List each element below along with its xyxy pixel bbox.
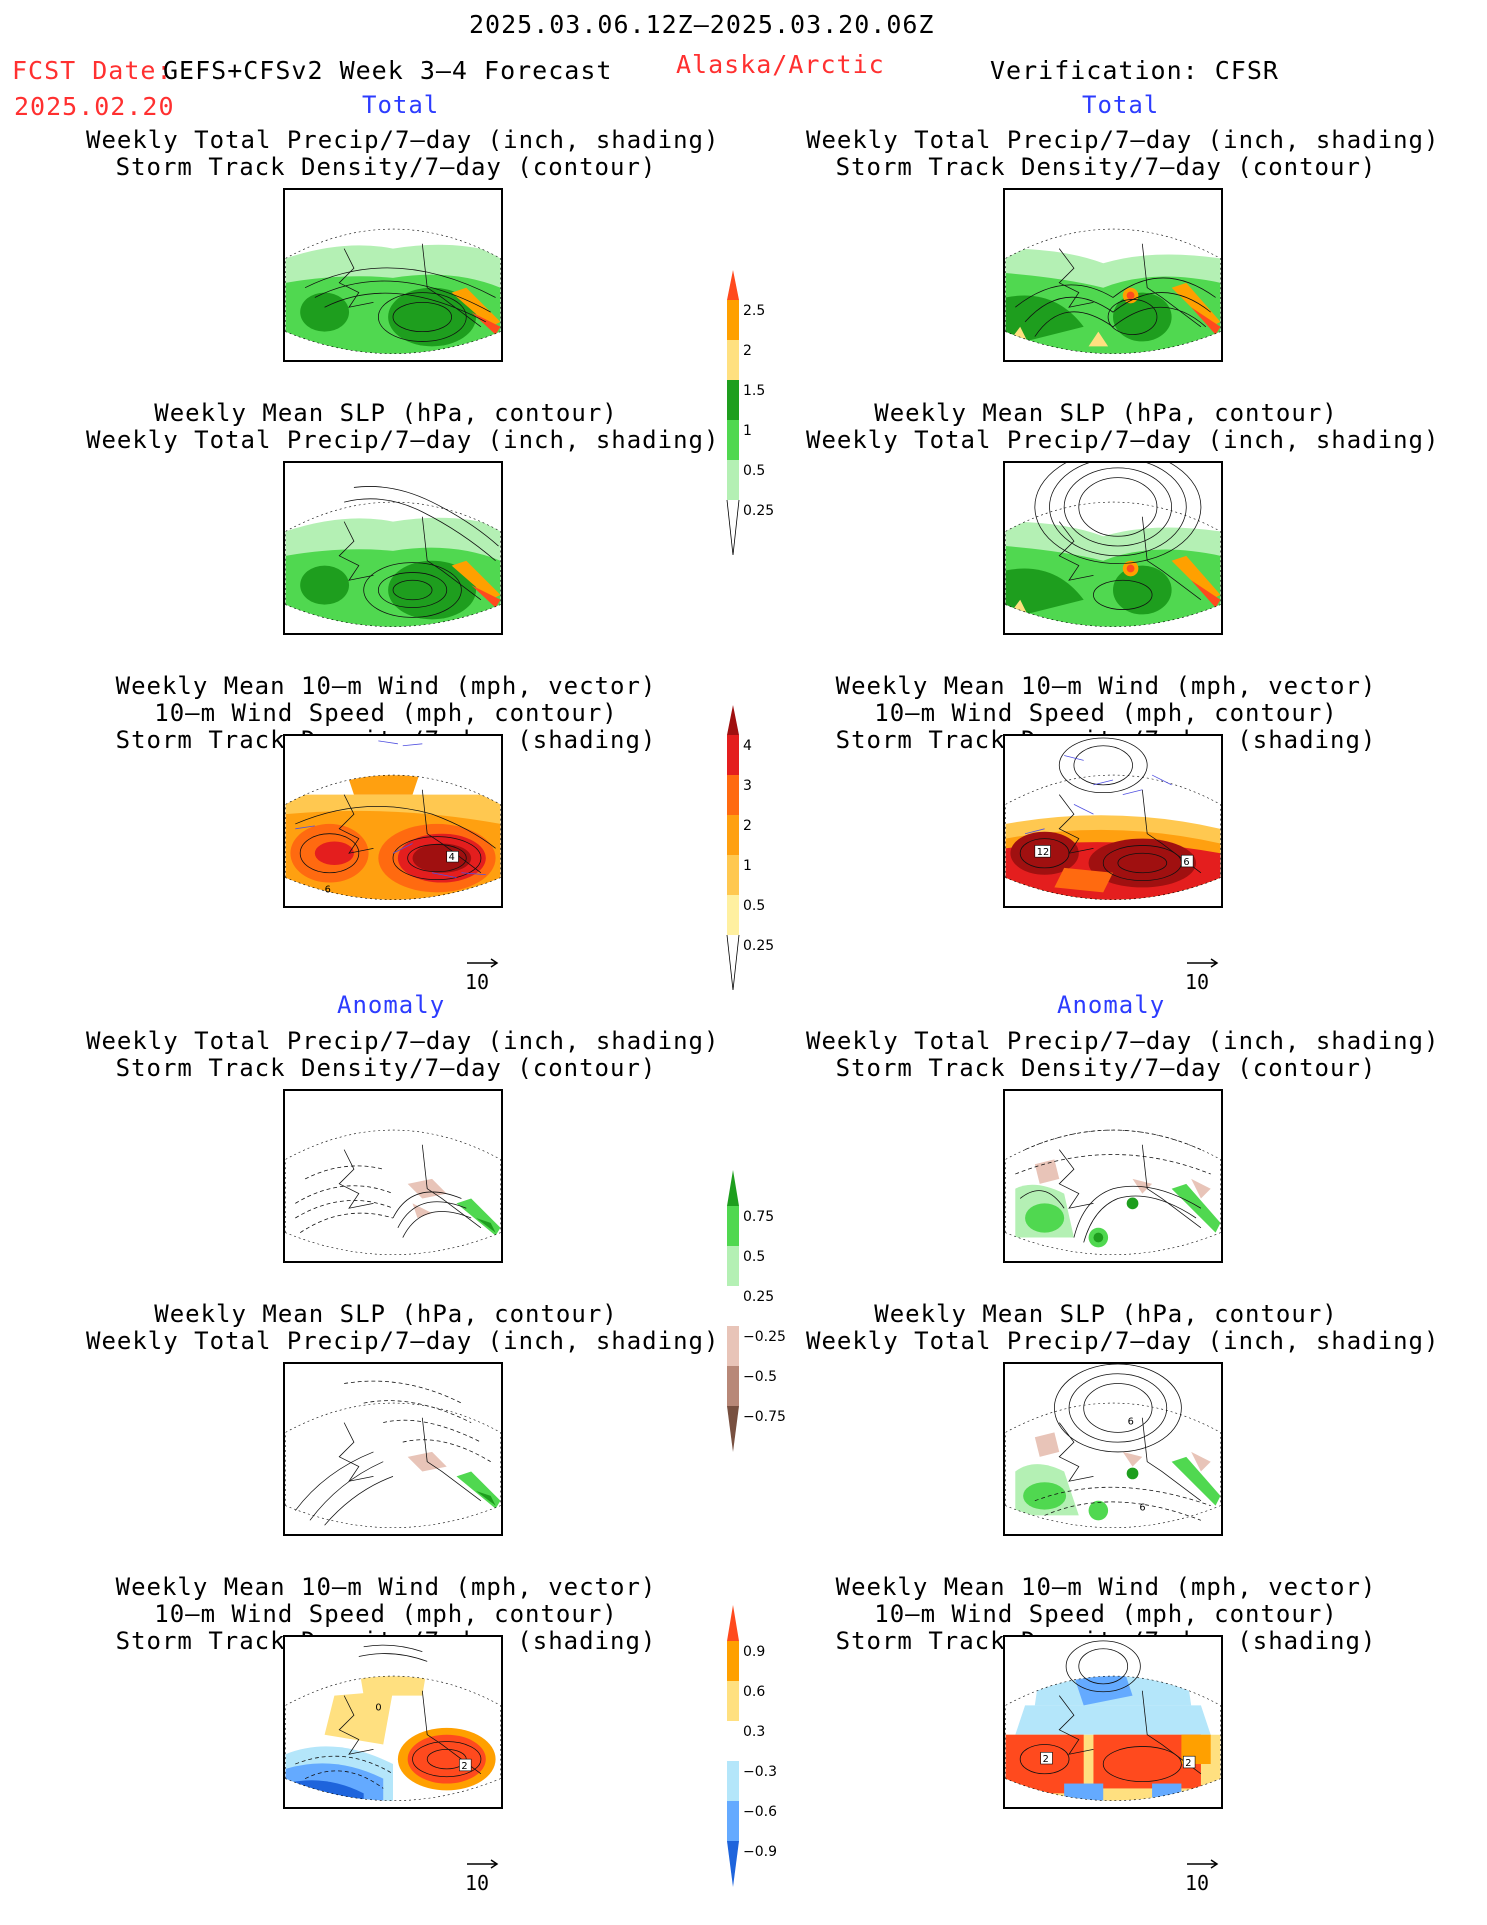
title-fc-anom-slp: Weekly Mean SLP (hPa, contour) Weekly Tot… [86, 1300, 720, 1355]
wind-label-fc-anom-1: 0 [375, 1702, 381, 1713]
wind-label-obs-anom-1: 2 [1043, 1754, 1049, 1765]
region-label: Alaska/Arctic [676, 50, 885, 79]
map-fc-anom-wind: 0 2 [283, 1635, 503, 1809]
section-total-right: Total [1082, 91, 1160, 119]
map-fc-total-slp [283, 461, 503, 635]
section-anomaly-left: Anomaly [337, 991, 446, 1019]
cbar-label: −0.3 [743, 1764, 777, 1780]
cbar-label: 0.5 [743, 898, 766, 914]
map-obs-total-precip [1003, 188, 1223, 362]
date-range: 2025.03.06.12Z–2025.03.20.06Z [469, 10, 935, 39]
wind-label-fc-total-1: 4 [449, 852, 455, 863]
cbar-label: 1 [743, 858, 752, 874]
map-obs-anom-slp: 6 6 [1003, 1362, 1223, 1536]
map-fc-total-precip [283, 188, 503, 362]
vector-ref-fc-total: 10 [465, 950, 501, 994]
cbar-label: 0.5 [743, 463, 766, 479]
title-fc-anom-wind: Weekly Mean 10–m Wind (mph, vector) 10–m … [115, 1573, 657, 1655]
map-obs-total-wind: 12 6 [1003, 734, 1223, 908]
vector-ref-label: 10 [1185, 1871, 1210, 1895]
slp-label-obs-anom-1: 6 [1128, 1417, 1134, 1428]
title-obs-total-slp: Weekly Mean SLP (hPa, contour) Weekly Tot… [806, 399, 1440, 454]
vector-ref-obs-anom: 10 [1185, 1851, 1221, 1895]
section-total-left: Total [362, 91, 440, 119]
title-obs-total-precip: Weekly Total Precip/7–day (inch, shading… [806, 126, 1440, 181]
cbar-label: −0.75 [743, 1409, 786, 1425]
wind-label-obs-total-2: 6 [1183, 857, 1189, 868]
cbar-label: −0.6 [743, 1804, 777, 1820]
map-obs-anom-precip [1003, 1089, 1223, 1263]
cbar-label: 0.25 [743, 503, 775, 519]
wind-label-fc-total-2: 6 [325, 884, 331, 895]
colorbar-storm-anom: 0.9 0.6 0.3 −0.3 −0.6 −0.9 [723, 1605, 803, 1895]
arrow-icon [467, 958, 499, 968]
cbar-label: 1.5 [743, 383, 766, 399]
vector-ref-label: 10 [1185, 970, 1210, 994]
cbar-label: 2.5 [743, 303, 766, 319]
cbar-label: 1 [743, 423, 752, 439]
title-fc-total-wind: Weekly Mean 10–m Wind (mph, vector) 10–m … [115, 672, 657, 754]
cbar-label: 0.5 [743, 1249, 766, 1265]
cbar-label: 0.25 [743, 938, 775, 954]
title-obs-anom-precip: Weekly Total Precip/7–day (inch, shading… [806, 1027, 1440, 1082]
cbar-label: 0.9 [743, 1644, 766, 1660]
wind-label-obs-anom-2: 2 [1185, 1758, 1191, 1769]
cbar-label: −0.9 [743, 1844, 777, 1860]
vector-ref-label: 10 [465, 1871, 490, 1895]
slp-label-obs-anom-2: 6 [1139, 1503, 1145, 1514]
cbar-label: 4 [743, 738, 752, 754]
cbar-label: 0.6 [743, 1684, 766, 1700]
title-fc-anom-precip: Weekly Total Precip/7–day (inch, shading… [86, 1027, 720, 1082]
cbar-label: −0.25 [743, 1329, 786, 1345]
map-fc-total-wind: 4 6 [283, 734, 503, 908]
map-fc-anom-slp [283, 1362, 503, 1536]
map-obs-anom-wind: 2 2 [1003, 1635, 1223, 1809]
colorbar-storm-total: 4 3 2 1 0.5 0.25 [723, 705, 793, 995]
cbar-label: 2 [743, 818, 752, 834]
cbar-label: 3 [743, 778, 752, 794]
colorbar-precip-total: 2.5 2 1.5 1 0.5 0.25 [723, 270, 793, 560]
wind-label-obs-total-1: 12 [1037, 847, 1049, 858]
cbar-label: 0.25 [743, 1289, 775, 1305]
title-fc-total-precip: Weekly Total Precip/7–day (inch, shading… [86, 126, 720, 181]
arrow-icon [1187, 1859, 1219, 1869]
section-anomaly-right: Anomaly [1057, 991, 1166, 1019]
fcst-label: FCST Date: [12, 56, 173, 85]
cbar-label: 0.3 [743, 1724, 766, 1740]
fcst-date: 2025.02.20 [14, 92, 175, 121]
wind-label-fc-anom-2: 2 [461, 1761, 467, 1772]
cbar-label: 0.75 [743, 1209, 775, 1225]
colorbar-precip-anom: 0.75 0.5 0.25 −0.25 −0.5 −0.75 [723, 1170, 803, 1460]
cbar-label: −0.5 [743, 1369, 777, 1385]
arrow-icon [467, 1859, 499, 1869]
verification-label: Verification: CFSR [990, 56, 1279, 85]
map-obs-total-slp [1003, 461, 1223, 635]
vector-ref-fc-anom: 10 [465, 1851, 501, 1895]
vector-ref-label: 10 [465, 970, 490, 994]
cbar-label: 2 [743, 343, 752, 359]
model-label: GEFS+CFSv2 Week 3–4 Forecast [163, 56, 613, 85]
title-fc-total-slp: Weekly Mean SLP (hPa, contour) Weekly Tot… [86, 399, 720, 454]
vector-ref-obs-total: 10 [1185, 950, 1221, 994]
arrow-icon [1187, 958, 1219, 968]
map-fc-anom-precip [283, 1089, 503, 1263]
title-obs-anom-slp: Weekly Mean SLP (hPa, contour) Weekly Tot… [806, 1300, 1440, 1355]
